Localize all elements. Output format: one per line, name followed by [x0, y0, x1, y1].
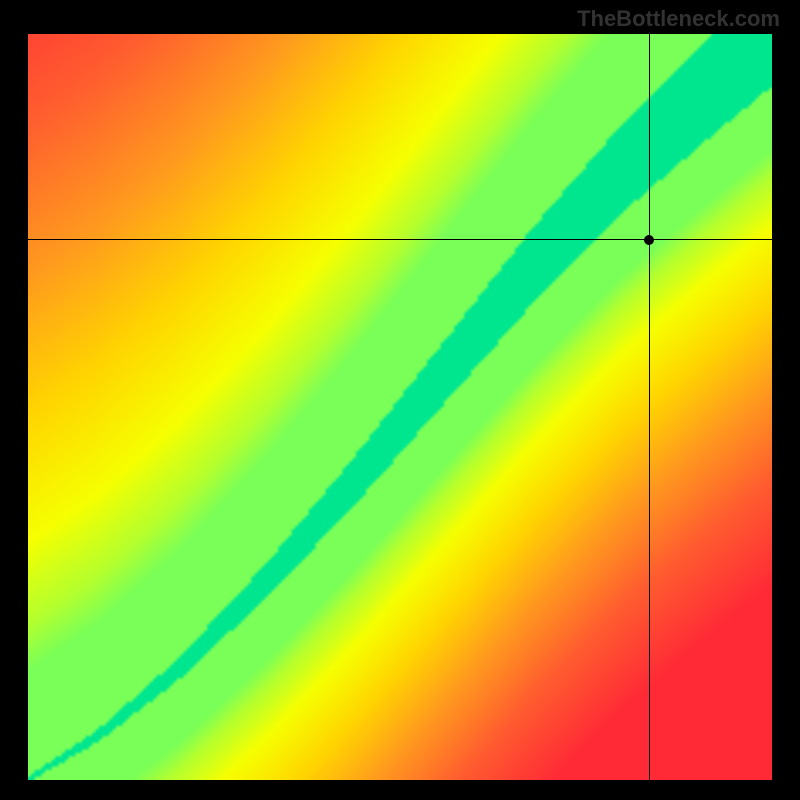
- crosshair-vertical: [649, 34, 650, 780]
- heatmap-plot: [28, 34, 772, 780]
- heatmap-canvas: [28, 34, 772, 780]
- chart-container: TheBottleneck.com: [0, 0, 800, 800]
- watermark-text: TheBottleneck.com: [577, 6, 780, 32]
- crosshair-marker: [644, 235, 654, 245]
- crosshair-horizontal: [28, 239, 772, 240]
